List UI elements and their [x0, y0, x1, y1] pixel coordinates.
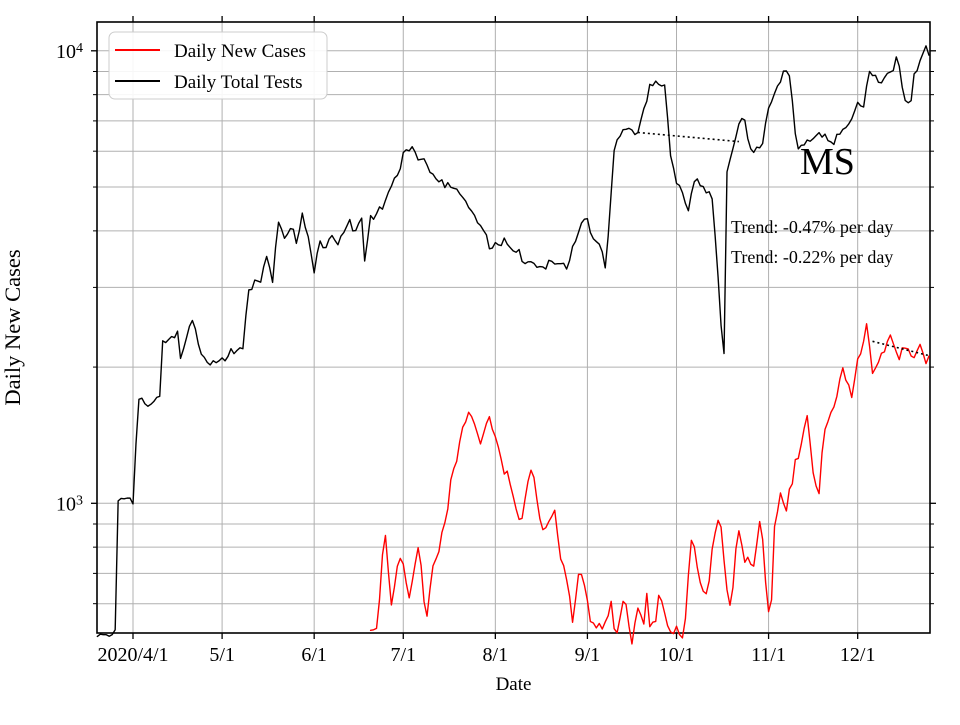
- svg-text:Daily New Cases: Daily New Cases: [174, 41, 306, 62]
- svg-text:Daily New Cases: Daily New Cases: [0, 249, 25, 405]
- svg-text:5/1: 5/1: [209, 644, 235, 666]
- svg-text:8/1: 8/1: [483, 644, 509, 666]
- svg-text:2020/4/1: 2020/4/1: [97, 644, 168, 666]
- svg-text:12/1: 12/1: [840, 644, 876, 666]
- svg-text:Daily Total Tests: Daily Total Tests: [174, 72, 303, 93]
- svg-text:7/1: 7/1: [390, 644, 416, 666]
- svg-text:9/1: 9/1: [575, 644, 601, 666]
- svg-text:Trend: -0.22% per day: Trend: -0.22% per day: [731, 247, 893, 267]
- svg-text:Trend: -0.47% per day: Trend: -0.47% per day: [731, 217, 893, 237]
- svg-text:Date: Date: [496, 674, 532, 695]
- svg-text:10/1: 10/1: [659, 644, 695, 666]
- svg-text:6/1: 6/1: [301, 644, 327, 666]
- svg-text:11/1: 11/1: [751, 644, 786, 666]
- svg-text:MS: MS: [800, 141, 855, 183]
